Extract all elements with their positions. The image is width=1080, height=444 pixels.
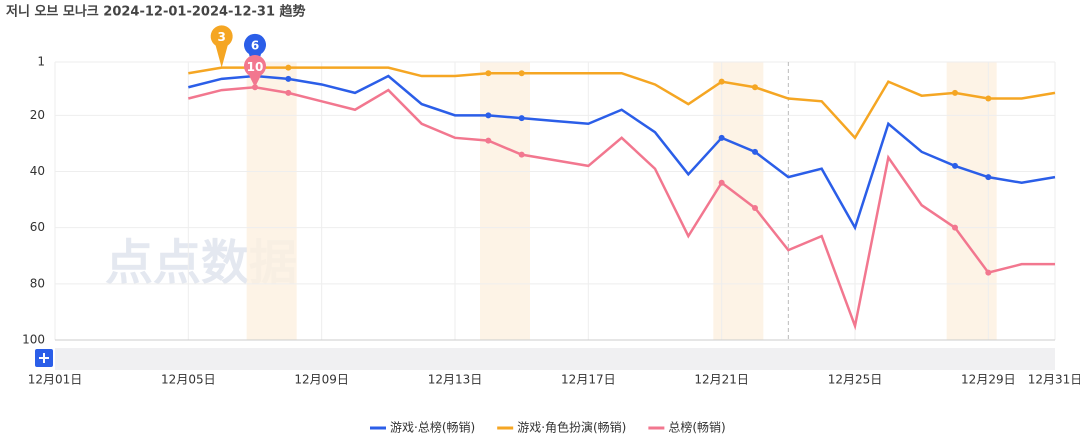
legend-label: 游戏·角色扮演(畅销) <box>517 420 626 435</box>
range-slider[interactable] <box>55 348 1055 370</box>
x-tick-label: 12月05日 <box>161 373 216 387</box>
x-tick-label: 12月09日 <box>294 373 349 387</box>
pin: 3 <box>210 25 233 68</box>
point <box>285 75 292 82</box>
highlight-band <box>946 62 997 340</box>
point <box>485 137 492 144</box>
point <box>518 70 525 77</box>
series-line <box>188 74 1056 231</box>
pin-label: 10 <box>247 60 264 74</box>
y-tick-label: 40 <box>30 164 45 178</box>
point <box>485 70 492 77</box>
point <box>985 269 992 276</box>
pin: 10 <box>244 55 267 88</box>
highlight-band <box>480 62 530 340</box>
point <box>952 224 958 231</box>
highlight-band <box>246 62 297 340</box>
x-tick-label: 12月29日 <box>961 373 1016 387</box>
x-tick-label: 12月17日 <box>561 373 616 387</box>
pin: 6 <box>244 33 267 77</box>
legend-label: 总榜(畅销) <box>668 420 725 435</box>
pin-shape <box>244 55 267 88</box>
y-tick-label: 100 <box>22 333 45 347</box>
y-tick-label: 80 <box>30 276 45 290</box>
plus-icon <box>39 353 49 363</box>
y-tick-label: 60 <box>30 220 45 234</box>
point <box>752 148 758 155</box>
point <box>952 162 958 169</box>
pin-shape <box>210 25 233 68</box>
series-line <box>188 86 1055 331</box>
point <box>518 115 525 122</box>
x-tick-label: 12月13日 <box>428 373 483 387</box>
legend-label: 游戏·总榜(畅销) <box>390 420 475 435</box>
point <box>985 95 992 102</box>
point <box>752 84 758 91</box>
point <box>285 89 292 96</box>
point <box>752 205 758 212</box>
point <box>485 112 492 119</box>
point <box>985 174 992 181</box>
point <box>952 89 958 96</box>
pin-shape <box>244 33 267 77</box>
y-tick-label: 20 <box>30 108 45 122</box>
x-tick-label: 12月25日 <box>828 373 883 387</box>
pin-label: 3 <box>217 30 225 44</box>
point <box>718 179 725 186</box>
highlight-band <box>713 62 764 340</box>
point <box>718 78 725 85</box>
point <box>718 134 725 141</box>
point <box>285 64 292 71</box>
x-tick-label: 12月31日 <box>1028 373 1080 387</box>
chart-title: 저니 오브 모나크 2024-12-01-2024-12-31 趋势 <box>6 4 306 20</box>
x-tick-label: 12月21日 <box>694 373 749 387</box>
y-tick-label: 1 <box>37 55 45 69</box>
x-tick-label: 12月01日 <box>28 373 83 387</box>
pin-label: 6 <box>251 39 259 53</box>
point <box>518 151 525 158</box>
series-line <box>188 66 1056 140</box>
